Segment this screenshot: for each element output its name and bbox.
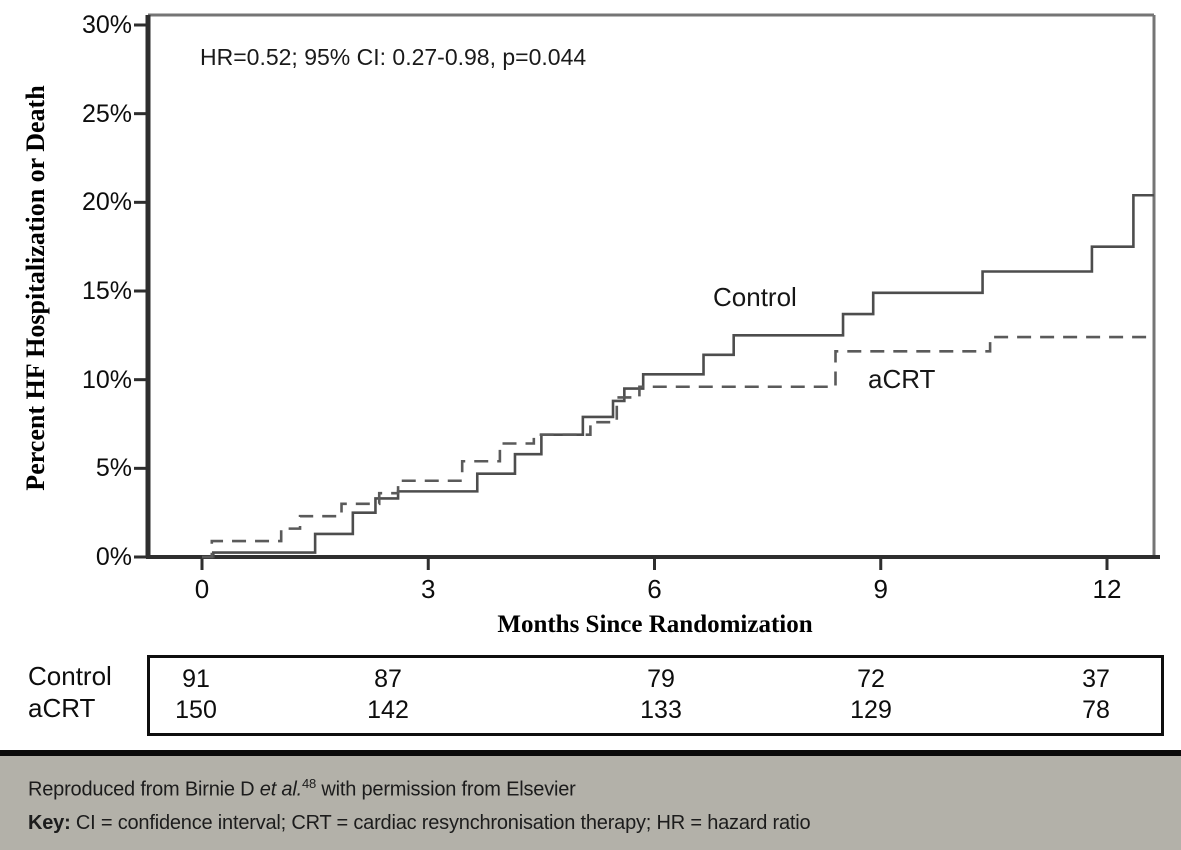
hazard-ratio-annotation: HR=0.52; 95% CI: 0.27-0.98, p=0.044	[200, 44, 587, 70]
numbers-at-risk-table: 91 87 79 72 37 150 142 133 129 78	[147, 655, 1164, 736]
y-tick-label: 15%	[81, 277, 132, 305]
risk-value: 37	[1082, 665, 1110, 693]
risk-table-row-label-control: Control	[28, 661, 112, 691]
risk-value: 72	[857, 665, 885, 693]
x-tick-label: 12	[1092, 574, 1122, 604]
x-tick-label: 0	[194, 574, 210, 604]
key-text: CI = confidence interval; CRT = cardiac …	[70, 812, 811, 834]
y-axis-title: Percent HF Hospitalization or Death	[21, 85, 50, 491]
risk-value: 129	[850, 696, 892, 724]
x-tick-label: 3	[421, 574, 436, 604]
km-plot-canvas	[134, 13, 1160, 570]
y-tick-label: 30%	[81, 11, 132, 39]
attribution-text: Reproduced from Birnie D	[28, 778, 260, 801]
risk-value: 78	[1082, 696, 1110, 724]
x-tick-label: 9	[873, 574, 888, 604]
control-curve-label: Control	[713, 282, 797, 312]
y-tick-label: 5%	[95, 454, 132, 483]
attribution-suffix: with permission from Elsevier	[316, 778, 576, 801]
acrt-curve-label: aCRT	[868, 364, 936, 394]
x-axis-title: Months Since Randomization	[497, 611, 813, 638]
risk-value: 142	[367, 696, 409, 724]
abbreviation-key: Key: CI = confidence interval; CRT = car…	[28, 812, 811, 835]
caption-footer: Reproduced from Birnie D et al.48 with p…	[0, 750, 1181, 850]
y-tick-label: 25%	[81, 99, 132, 128]
risk-value: 133	[640, 696, 682, 724]
y-tick-label: 20%	[81, 188, 132, 217]
source-attribution: Reproduced from Birnie D et al.48 with p…	[28, 776, 576, 802]
risk-table-row-label-acrt: aCRT	[28, 693, 96, 723]
key-label: Key:	[28, 812, 71, 834]
y-tick-label: 10%	[81, 365, 132, 394]
risk-value: 91	[182, 665, 210, 693]
risk-value: 87	[374, 665, 402, 693]
y-tick-label: 0%	[95, 543, 132, 571]
attribution-etal: et al.	[259, 778, 302, 801]
risk-value: 150	[175, 696, 217, 724]
x-tick-label: 6	[647, 574, 662, 604]
risk-value: 79	[647, 665, 675, 693]
attribution-reference-number: 48	[301, 776, 317, 791]
